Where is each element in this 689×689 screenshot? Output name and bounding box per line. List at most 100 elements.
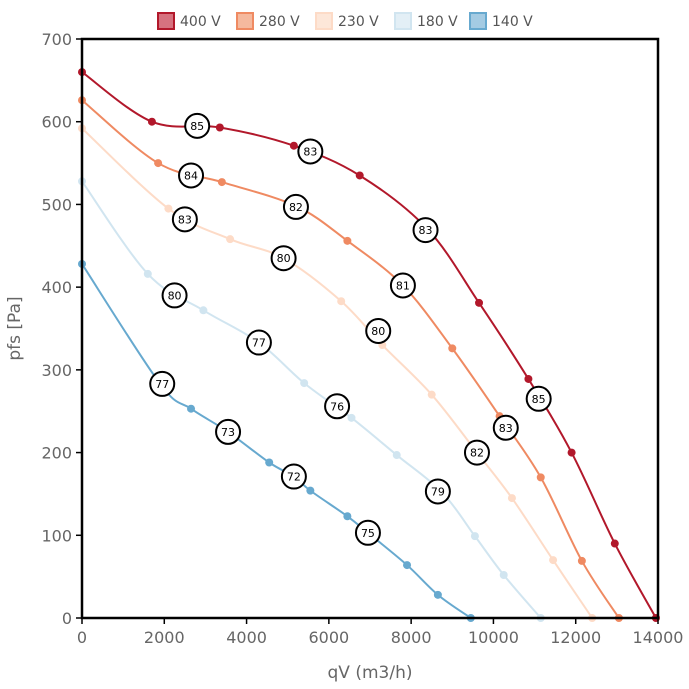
data-point	[610, 539, 619, 548]
efficiency-bubble-circle	[389, 272, 416, 299]
efficiency-bubble-circle	[412, 217, 439, 244]
data-point	[433, 590, 442, 599]
efficiency-bubble-circle	[354, 519, 381, 546]
efficiency-bubble: 72	[280, 463, 307, 490]
x-tick-label: 4000	[226, 628, 267, 647]
data-point	[499, 570, 508, 579]
legend-item[interactable]: 180 V	[394, 12, 458, 30]
efficiency-bubble-circle	[424, 478, 451, 505]
legend-label: 180 V	[417, 14, 458, 30]
legend-swatch	[157, 12, 175, 30]
efficiency-bubble-circle	[184, 112, 211, 139]
efficiency-bubble: 84	[178, 162, 205, 189]
data-point	[143, 269, 152, 278]
efficiency-bubble-label: 76	[330, 400, 344, 413]
efficiency-bubble-circle	[149, 370, 176, 397]
data-point	[147, 117, 156, 126]
data-point	[507, 494, 516, 503]
efficiency-bubble: 82	[282, 193, 309, 220]
data-point	[577, 556, 586, 565]
series-line	[81, 99, 620, 619]
x-tick-label: 10000	[468, 628, 519, 647]
x-tick-label: 12000	[550, 628, 601, 647]
efficiency-bubble-circle	[297, 138, 324, 165]
legend-swatch	[315, 12, 333, 30]
legend-label: 280 V	[259, 14, 300, 30]
data-point	[187, 404, 196, 413]
efficiency-bubble-label: 77	[252, 337, 266, 350]
legend-label: 400 V	[180, 14, 221, 30]
x-tick-label: 8000	[391, 628, 432, 647]
data-point	[343, 236, 352, 245]
x-tick-label: 0	[77, 628, 87, 647]
efficiency-bubble-circle	[161, 282, 188, 309]
efficiency-bubble-circle	[178, 162, 205, 189]
efficiency-bubble-circle	[245, 329, 272, 356]
x-tick-label: 2000	[144, 628, 185, 647]
data-point	[392, 451, 401, 460]
efficiency-bubble: 85	[184, 112, 211, 139]
efficiency-bubble: 83	[412, 217, 439, 244]
efficiency-bubble-circle	[365, 317, 392, 344]
efficiency-bubble-circle	[324, 393, 351, 420]
efficiency-bubble-label: 77	[155, 378, 169, 391]
efficiency-bubble-label: 85	[190, 120, 204, 133]
data-point	[337, 297, 346, 306]
data-point	[164, 204, 173, 213]
legend-item[interactable]: 280 V	[236, 12, 300, 30]
efficiency-bubble-label: 82	[289, 201, 303, 214]
efficiency-bubble: 77	[245, 329, 272, 356]
efficiency-bubble: 83	[297, 138, 324, 165]
efficiency-bubble-circle	[492, 414, 519, 441]
efficiency-bubble-label: 84	[184, 169, 198, 182]
series-line	[81, 263, 472, 619]
efficiency-bubble-label: 83	[303, 145, 317, 158]
efficiency-bubble-label: 80	[371, 325, 385, 338]
x-tick-label: 14000	[633, 628, 684, 647]
efficiency-bubble-label: 85	[532, 393, 546, 406]
data-point	[475, 298, 484, 307]
efficiency-bubble: 83	[171, 206, 198, 233]
legend-item[interactable]: 230 V	[315, 12, 379, 30]
efficiency-bubble-circle	[463, 439, 490, 466]
data-point	[355, 171, 364, 180]
efficiency-bubble-circle	[215, 418, 242, 445]
x-tick-label: 6000	[308, 628, 349, 647]
axes: 0 2000 4000 6000 8000 10000 12000 14000 0 100 200 3…	[41, 30, 683, 647]
data-point	[154, 159, 163, 168]
legend-swatch	[394, 12, 412, 30]
data-point	[199, 306, 208, 315]
efficiency-annotations: 85 83 83 85 84 82 81 83 83 80 80 82 80 77 76 79 77 73 72 75	[149, 112, 552, 546]
efficiency-bubble: 80	[161, 282, 188, 309]
plot-frame	[80, 37, 660, 620]
efficiency-bubble-circle	[282, 193, 309, 220]
legend-item[interactable]: 140 V	[469, 12, 533, 30]
efficiency-bubble-label: 80	[277, 252, 291, 265]
efficiency-bubble: 83	[492, 414, 519, 441]
data-point	[448, 344, 457, 353]
legend-swatch	[236, 12, 254, 30]
data-point	[427, 390, 436, 399]
efficiency-bubble-label: 83	[178, 213, 192, 226]
legend-label: 140 V	[492, 14, 533, 30]
efficiency-bubble-label: 79	[431, 485, 445, 498]
efficiency-bubble-label: 81	[396, 279, 410, 292]
efficiency-bubble-label: 80	[168, 289, 182, 302]
efficiency-bubble-label: 73	[221, 426, 235, 439]
efficiency-bubble-circle	[280, 463, 307, 490]
y-tick-label: 0	[62, 609, 72, 628]
efficiency-bubble-label: 83	[499, 422, 513, 435]
series-line	[81, 180, 542, 619]
y-tick-label: 500	[41, 195, 72, 214]
efficiency-bubble-label: 72	[287, 471, 301, 484]
data-point	[300, 379, 309, 388]
x-axis-title: qV (m3/h)	[328, 663, 413, 683]
legend-item[interactable]: 400 V	[157, 12, 221, 30]
y-tick-label: 200	[41, 444, 72, 463]
data-point	[536, 473, 545, 482]
legend-label: 230 V	[338, 14, 379, 30]
efficiency-bubble-label: 75	[361, 527, 375, 540]
data-point	[343, 512, 352, 521]
data-point	[265, 458, 274, 467]
